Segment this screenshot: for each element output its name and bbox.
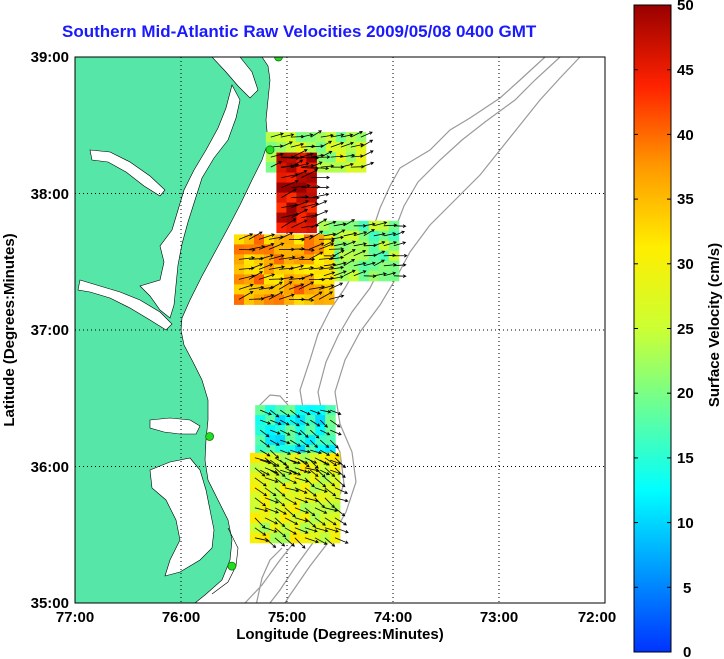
colorbar-tick-label: 45	[677, 62, 694, 79]
x-tick-label: 74:00	[374, 609, 412, 626]
colorbar-tick-labels: 50 45 40 35 30 25 20 15 10 5 0	[677, 0, 694, 659]
x-axis-label: Longitude (Degrees:Minutes)	[236, 626, 444, 643]
colorbar-tick-label: 35	[677, 191, 694, 208]
colorbar-tick-label: 20	[677, 385, 694, 402]
colorbar-tick-label: 40	[677, 127, 694, 144]
x-tick-label: 72:00	[578, 609, 616, 626]
y-tick-labels: 39:00 38:00 37:00 36:00 35:00	[31, 49, 69, 612]
colorbar-tick-label: 25	[677, 321, 694, 338]
y-tick-label: 37:00	[31, 322, 69, 339]
x-tick-label: 73:00	[480, 609, 518, 626]
map-figure: 77:00 76:00 75:00 74:00 73:00 72:00 39:0…	[0, 0, 724, 659]
radar-station-marker	[206, 433, 214, 441]
colorbar-tick-label: 10	[677, 515, 694, 532]
colorbar-label: Surface Velocity (cm/s)	[706, 243, 723, 407]
colorbar-tick-label: 15	[677, 450, 694, 467]
radar-station-marker	[266, 146, 274, 154]
y-tick-label: 39:00	[31, 49, 69, 66]
y-tick-label: 38:00	[31, 186, 69, 203]
y-tick-label: 36:00	[31, 459, 69, 476]
colorbar-tick-label: 0	[683, 644, 691, 659]
x-tick-label: 76:00	[162, 609, 200, 626]
colorbar-tick-label: 5	[683, 580, 691, 597]
x-tick-labels: 77:00 76:00 75:00 74:00 73:00 72:00	[56, 609, 616, 626]
colorbar-tick-label: 30	[677, 256, 694, 273]
colorbar-tick-label: 50	[677, 0, 694, 14]
colorbar	[634, 5, 671, 652]
x-tick-label: 75:00	[268, 609, 306, 626]
y-axis-label: Latitude (Degrees:Minutes)	[1, 233, 18, 426]
radar-station-marker	[228, 562, 236, 570]
y-tick-label: 35:00	[31, 595, 69, 612]
